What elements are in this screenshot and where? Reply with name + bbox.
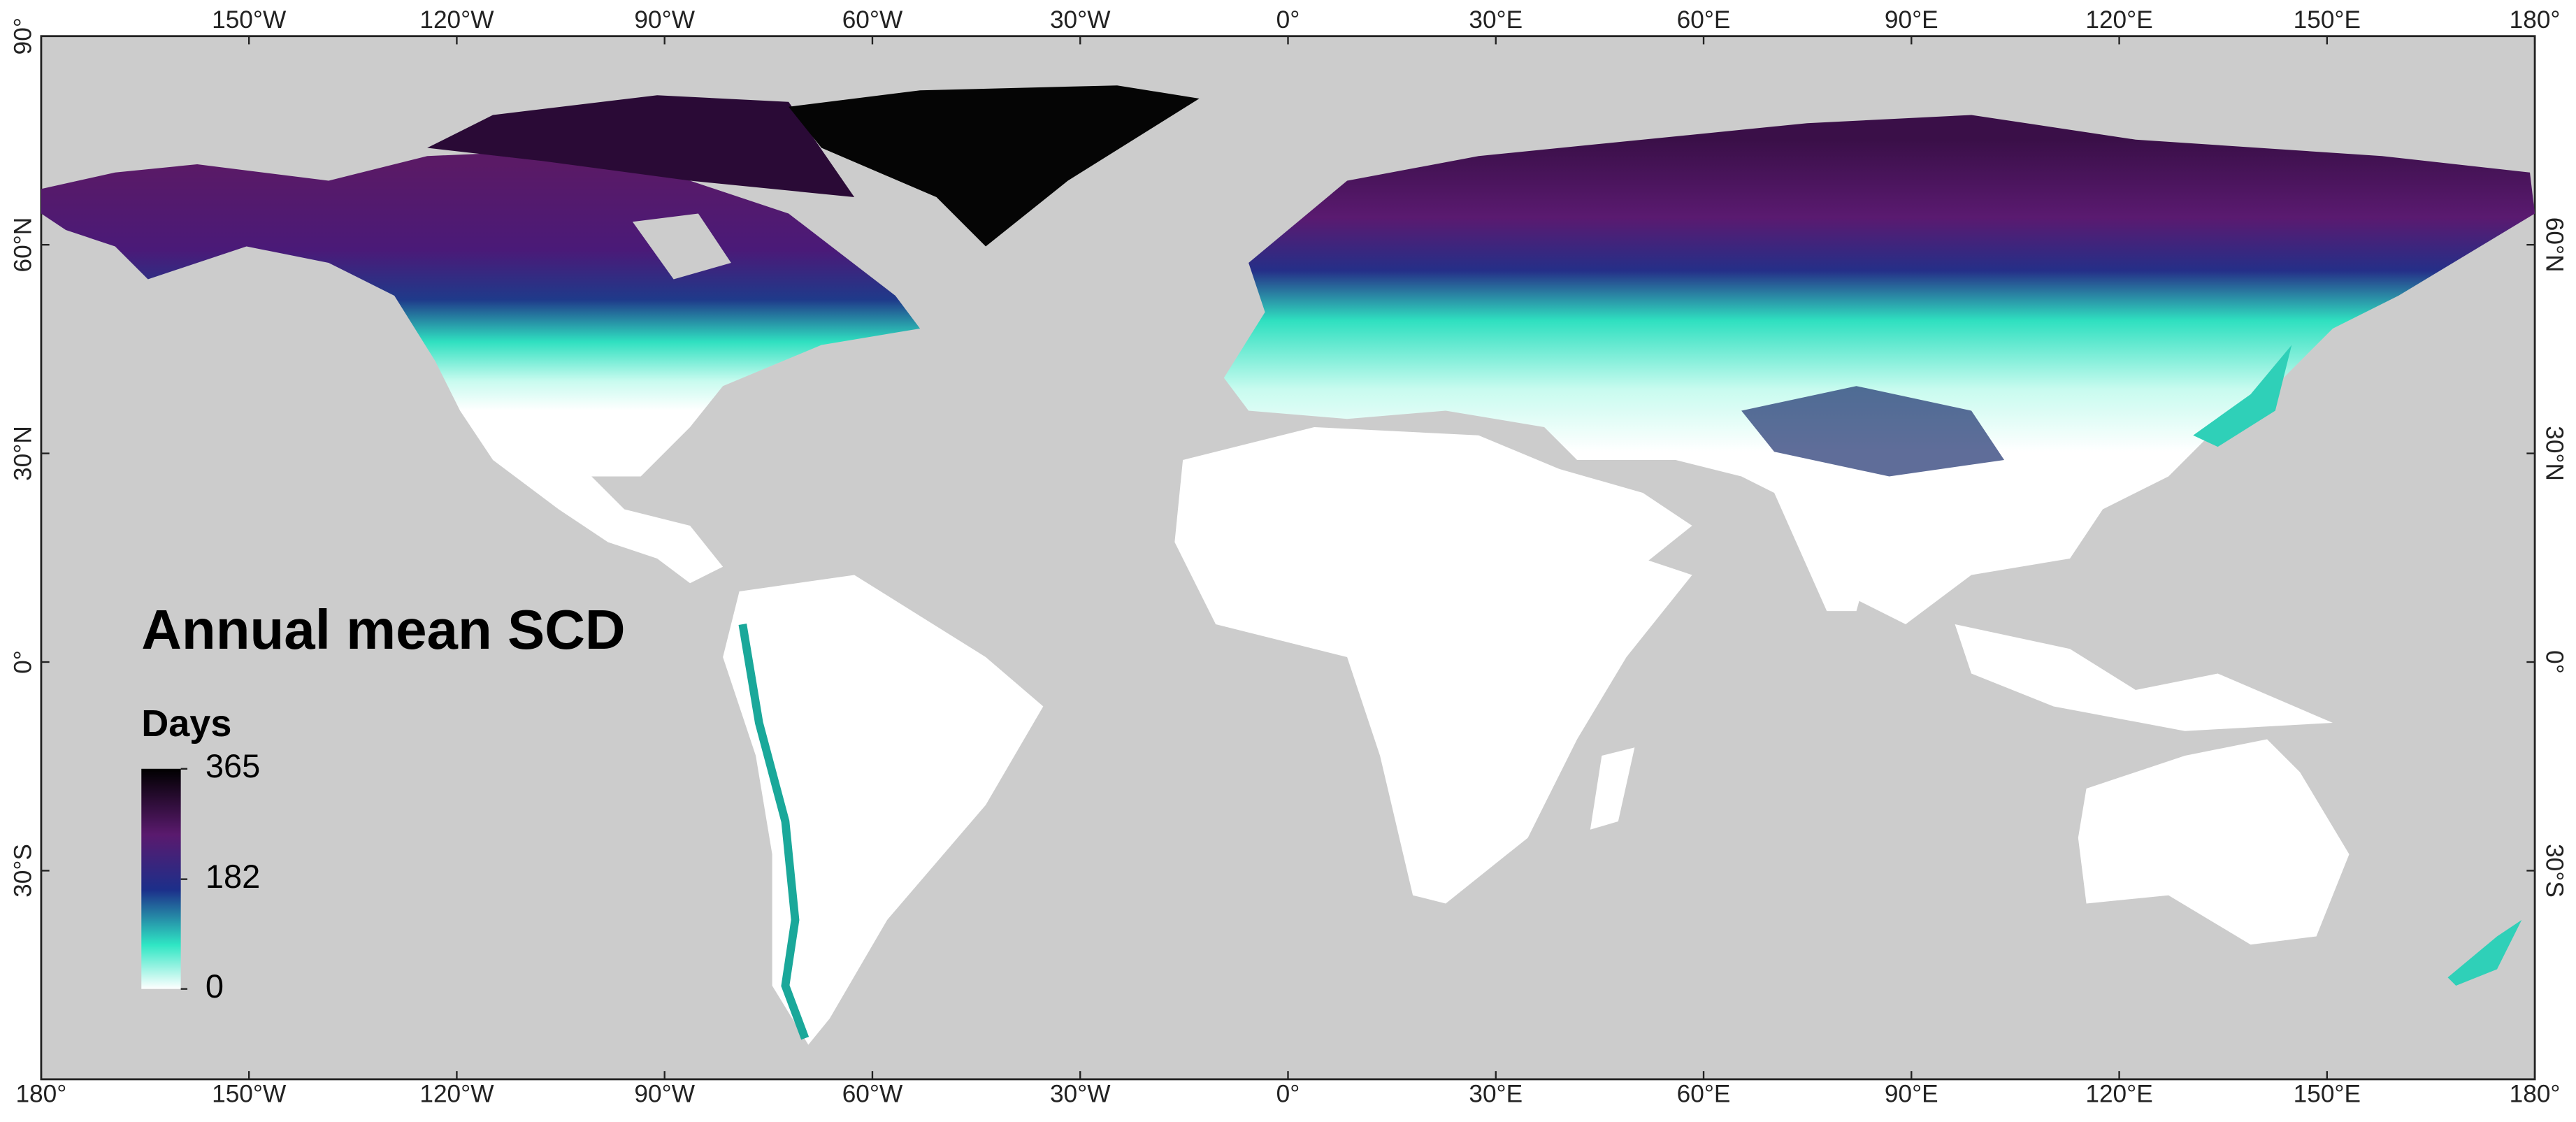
colorbar-label: 182 [206,858,260,895]
lat-label: 60°N [10,217,37,273]
lat-label: 30°N [10,426,37,481]
lat-label: 30°N [2541,426,2568,481]
colorbar-label: 0 [206,968,224,1005]
lon-label: 90°E [1885,1081,1938,1108]
lon-label: 120°E [2085,6,2152,34]
lon-label: 0° [1276,1081,1300,1108]
lat-label: 0° [2541,650,2568,674]
africa [1174,426,1692,904]
andes [738,624,810,1040]
lon-label: 150°W [212,6,287,34]
arctic-islands [427,95,855,197]
lon-label: 90°W [634,6,695,34]
map-title: Annual mean SCD [141,598,625,661]
lat-label: 60°N [2541,217,2568,273]
lon-label: 150°E [2294,1081,2361,1108]
indonesia [1955,624,2333,731]
lon-label: 60°W [842,6,903,34]
lon-label: 30°E [1469,1081,1523,1108]
lon-label: 120°W [419,6,494,34]
land [41,85,2535,1045]
eurasia [1223,115,2535,624]
lon-label: 30°W [1050,1081,1111,1108]
lon-label: 120°E [2085,1081,2152,1108]
lon-label: 60°W [842,1081,903,1108]
legend-title: Days [141,703,231,745]
lon-label: 60°E [1677,1081,1731,1108]
hudson-bay [632,213,731,280]
lon-label: 180° [2510,6,2561,34]
japan [2193,345,2292,447]
lat-label: 30°S [10,844,37,898]
lat-label: 90° [10,17,37,55]
lon-label: 30°W [1050,6,1111,34]
tibet [1741,386,2005,477]
australia [2078,739,2350,945]
colorbar [141,768,181,989]
new-zealand [2447,919,2522,986]
lon-label: 120°W [419,1081,494,1108]
lon-label: 150°W [212,1081,287,1108]
lat-label: 0° [10,650,37,674]
lon-label: 60°E [1677,6,1731,34]
arabia [1527,459,1692,579]
lon-label: 0° [1276,6,1300,34]
lon-label: 180° [2510,1081,2561,1108]
lat-label: 30°S [2541,844,2568,898]
lon-label: 180° [15,1081,66,1108]
ticks: 150°W 120°W 90°W 60°W 30°W 0° 30°E 60°E 90°E 120°… [10,6,2568,1108]
greenland [789,85,1200,247]
india [1774,492,1890,612]
lon-label: 30°E [1469,6,1523,34]
south-america [723,575,1044,1045]
lon-label: 150°E [2294,6,2361,34]
madagascar [1590,747,1635,830]
lon-label: 90°E [1885,6,1938,34]
colorbar-label: 365 [206,747,260,784]
lon-label: 90°W [634,1081,695,1108]
